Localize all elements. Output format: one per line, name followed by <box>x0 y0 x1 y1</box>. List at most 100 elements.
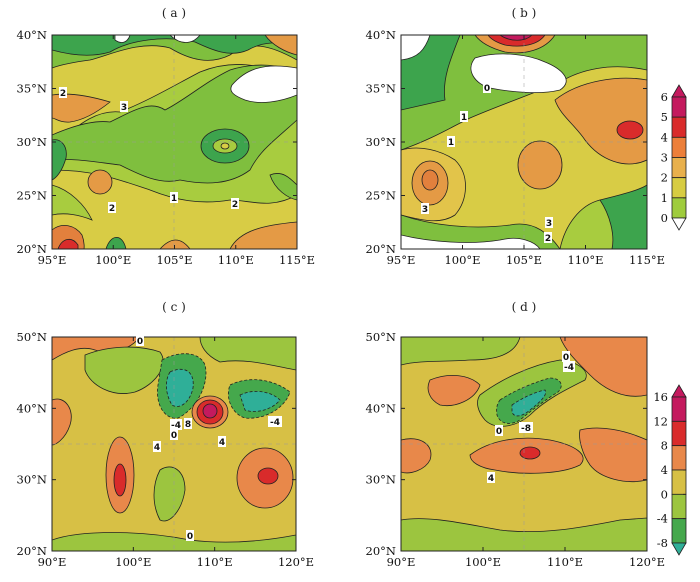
x-tick-label: 110°E <box>547 555 583 569</box>
panel-b-mid-orange <box>517 140 563 190</box>
colorbar-segment <box>671 177 687 199</box>
svg-text:4: 4 <box>488 474 494 484</box>
x-tick-label: 90°E <box>38 555 67 569</box>
panel-a-left-orange <box>52 93 111 123</box>
colorbar-segment <box>671 420 687 447</box>
colorbar-label: 1 <box>661 191 668 205</box>
panel-d-top-green <box>401 337 521 366</box>
svg-text:4: 4 <box>154 443 160 453</box>
colorbar-label: 4 <box>661 130 668 144</box>
svg-text:0: 0 <box>563 353 569 363</box>
colorbar-label: 0 <box>661 487 668 501</box>
panel-d: ( d ) 0 -4 -8 0 4 <box>400 300 648 552</box>
y-tick-label: 20°N <box>366 242 396 256</box>
panel-d-left-orange-2 <box>401 438 432 474</box>
panel-d-right-orange <box>579 427 647 483</box>
colorbar-arrow-bottom <box>671 542 687 556</box>
colorbar-segment <box>671 96 687 118</box>
panel-c-pos-magenta <box>202 403 218 419</box>
x-tick-label: 115°E <box>629 253 665 267</box>
x-tick-label: 90°E <box>387 555 416 569</box>
y-tick-label: 40°N <box>366 401 396 415</box>
y-tick-label: 25°N <box>17 189 47 203</box>
panel-b-right-orange <box>554 77 647 165</box>
svg-text:0: 0 <box>171 431 177 441</box>
panel-a-map <box>52 35 297 249</box>
contour-label: 0 <box>136 335 144 347</box>
y-tick-label: 30°N <box>366 135 396 149</box>
svg-text:4: 4 <box>219 438 225 448</box>
colorbar-label: 0 <box>661 211 668 225</box>
contour-label: 2 <box>544 232 552 244</box>
x-tick-label: 105°E <box>506 253 542 267</box>
x-tick-label: 100°E <box>465 555 501 569</box>
x-tick-label: 100°E <box>444 253 480 267</box>
svg-text:8: 8 <box>185 420 191 430</box>
panel-d-top-right-orange <box>559 337 647 397</box>
contour-label: 0 <box>170 429 178 441</box>
colorbar-label: 12 <box>653 414 668 428</box>
colorbar-label: 16 <box>653 390 668 404</box>
panel-c-red-strip <box>113 463 127 497</box>
svg-text:3: 3 <box>546 219 552 229</box>
panel-c-neg-right-teal <box>239 390 281 412</box>
svg-text:0: 0 <box>187 532 193 542</box>
contour-label: 1 <box>170 192 178 204</box>
panel-b-bottom-white <box>401 234 541 249</box>
contour-label: 1 <box>447 136 455 148</box>
svg-text:1: 1 <box>461 113 467 123</box>
x-tick-label: 115°E <box>279 253 315 267</box>
panel-b-map <box>401 35 647 249</box>
panel-d-left-orange <box>427 375 481 407</box>
x-tick-label: 105°E <box>156 253 192 267</box>
svg-text:0: 0 <box>137 337 143 347</box>
y-tick-label: 20°N <box>17 242 47 256</box>
colorbar-segment <box>671 396 687 422</box>
colorbar-label: -4 <box>657 512 668 526</box>
contour-label: 2 <box>231 198 239 210</box>
panel-b-contour-labels: 0 1 1 3 3 2 <box>421 82 553 244</box>
contour-label: 2 <box>59 87 67 99</box>
panel-d-title: ( d ) <box>512 300 537 314</box>
contour-label: 0 <box>562 351 570 363</box>
contour-label: -4 <box>268 416 282 428</box>
panel-a-bottom-left-red <box>57 239 79 249</box>
colorbar-segment <box>671 518 687 544</box>
panel-a-left-dark-green <box>52 139 67 181</box>
y-tick-label: 20°N <box>366 544 396 558</box>
colorbar-segment <box>671 445 687 471</box>
x-tick-label: 110°E <box>218 253 254 267</box>
y-tick-label: 20°N <box>17 544 47 558</box>
panel-c-right-red <box>257 467 279 485</box>
panel-d-neg-teal <box>511 389 547 417</box>
panel-b-title: ( b ) <box>512 6 537 20</box>
svg-text:1: 1 <box>448 138 454 148</box>
axes-layer: 95°E 100°E 105°E 110°E 115°E 20°N 25°N 30°N 35°N… <box>17 28 666 569</box>
y-tick-label: 40°N <box>17 401 47 415</box>
contour-label: 2 <box>108 202 116 214</box>
contour-label: 4 <box>218 436 226 448</box>
svg-text:-4: -4 <box>171 421 181 431</box>
panel-c: ( c ) 0 -4 0 8 <box>51 300 297 552</box>
contour-label: 3 <box>421 203 429 215</box>
contour-label: -4 <box>563 361 575 373</box>
contour-label: 0 <box>495 425 503 437</box>
panel-c-title: ( c ) <box>162 300 186 314</box>
colorbar-label: 5 <box>661 110 668 124</box>
x-tick-label: 120°E <box>629 555 665 569</box>
colorbar-label: 8 <box>661 439 668 453</box>
svg-text:-4: -4 <box>270 418 280 428</box>
y-tick-label: 30°N <box>17 473 47 487</box>
panel-c-left-orange <box>52 398 72 446</box>
panel-a-title: ( a ) <box>162 6 186 20</box>
panel-a-contour-labels: 2 3 1 2 2 <box>59 87 239 214</box>
contour-label: 4 <box>487 472 495 484</box>
contour-label: 0 <box>483 82 491 94</box>
colorbar-label: 3 <box>661 151 668 165</box>
panel-c-green-bottom <box>153 466 186 522</box>
panel-a-center-core <box>220 142 230 150</box>
svg-text:2: 2 <box>545 234 551 244</box>
y-tick-label: 50°N <box>366 330 396 344</box>
